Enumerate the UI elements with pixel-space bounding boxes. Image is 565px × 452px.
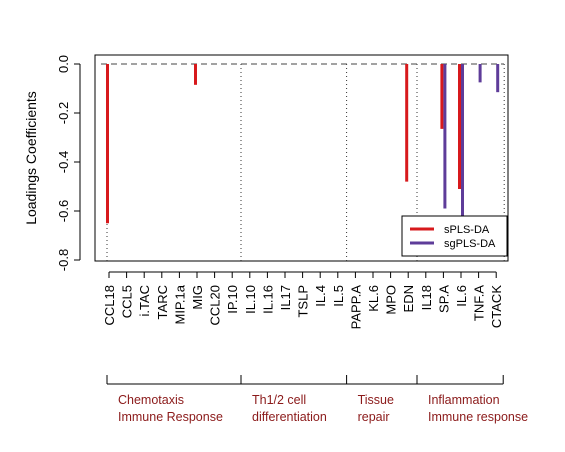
x-tick-label: CCL18 [102, 285, 117, 325]
x-tick-label: EDN [401, 285, 416, 312]
x-tick-label: CCL5 [120, 285, 135, 318]
group-label-line1: Inflammation [428, 393, 500, 407]
plot-frame [94, 54, 509, 262]
x-tick-label: TARC [155, 285, 170, 319]
x-tick-label: TNF.A [472, 285, 487, 321]
legend-label: sPLS-DA [444, 224, 490, 236]
group-label-line2: Immune Response [118, 410, 223, 424]
group-label-line1: Tissue [358, 393, 394, 407]
y-axis-label: Loadings Coefficients [23, 91, 39, 225]
y-tick-label: -0.6 [56, 200, 71, 222]
x-tick-label: IL.4 [313, 285, 328, 307]
x-tick-label: IL18 [419, 285, 434, 310]
x-tick-label: PAPP.A [348, 285, 363, 330]
x-tick-label: KL.6 [366, 285, 381, 312]
y-tick-label: -0.8 [56, 249, 71, 271]
x-tick-label: SP.A [436, 285, 451, 313]
y-tick-label: -0.2 [56, 102, 71, 124]
y-tick-label: -0.4 [56, 151, 71, 173]
x-tick-label: MIG [190, 285, 205, 310]
group-annotations: Chemotaxis Immune Response Th1/2 cell diffe… [106, 375, 528, 424]
group-label-line2: Immune response [428, 410, 528, 424]
x-tick-label: CTACK [489, 285, 504, 328]
x-tick-label: MPO [384, 285, 399, 315]
group-label-line2: repair [358, 410, 390, 424]
x-tick-label: TSLP [296, 285, 311, 318]
ticks-layer: 0.0 -0.2 -0.4 -0.6 -0.8 CCL18 CCL5 i.TAC TARC MIP… [56, 55, 504, 329]
x-tick-label: MIP.1a [172, 284, 187, 324]
x-tick-label: CCL20 [208, 285, 223, 325]
x-tick-label: IL17 [278, 285, 293, 310]
group-label-line2: differentiation [252, 410, 327, 424]
x-tick-label: IL.10 [243, 285, 258, 314]
x-tick-label: IL.5 [331, 285, 346, 307]
y-tick-label: 0.0 [56, 55, 71, 73]
legend: sPLS-DA sgPLS-DA [401, 215, 508, 257]
x-tick-label: i.TAC [137, 285, 152, 317]
group-label-line1: Th1/2 cell [252, 393, 306, 407]
x-tick-label: IP.10 [225, 285, 240, 314]
x-tick-label: IL.16 [260, 285, 275, 314]
group-label-line1: Chemotaxis [118, 393, 184, 407]
legend-box [401, 215, 508, 257]
x-tick-label: IL.6 [454, 285, 469, 307]
bars-layer [101, 63, 504, 224]
legend-label: sgPLS-DA [444, 238, 496, 250]
